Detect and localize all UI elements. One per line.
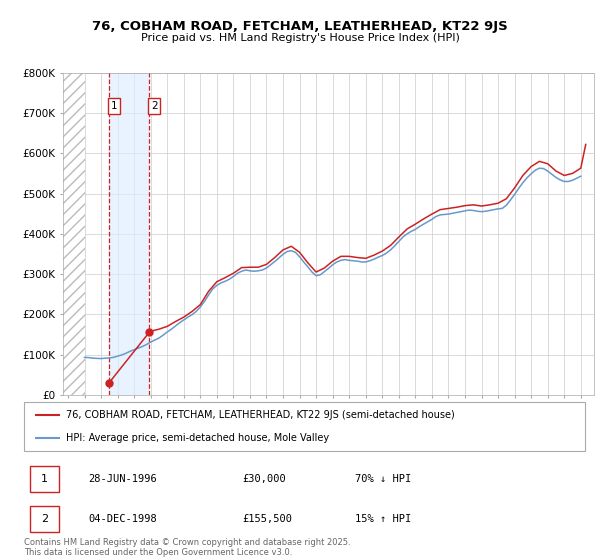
- Text: 76, COBHAM ROAD, FETCHAM, LEATHERHEAD, KT22 9JS: 76, COBHAM ROAD, FETCHAM, LEATHERHEAD, K…: [92, 20, 508, 34]
- Text: £30,000: £30,000: [243, 474, 287, 484]
- Text: 28-JUN-1996: 28-JUN-1996: [89, 474, 157, 484]
- Text: 04-DEC-1998: 04-DEC-1998: [89, 514, 157, 524]
- Text: Contains HM Land Registry data © Crown copyright and database right 2025.
This d: Contains HM Land Registry data © Crown c…: [24, 538, 350, 557]
- Text: HPI: Average price, semi-detached house, Mole Valley: HPI: Average price, semi-detached house,…: [66, 433, 329, 444]
- Text: 70% ↓ HPI: 70% ↓ HPI: [355, 474, 411, 484]
- Text: 1: 1: [41, 474, 47, 484]
- FancyBboxPatch shape: [24, 402, 585, 451]
- FancyBboxPatch shape: [29, 466, 59, 492]
- FancyBboxPatch shape: [29, 506, 59, 531]
- Text: 2: 2: [41, 514, 48, 524]
- Text: Price paid vs. HM Land Registry's House Price Index (HPI): Price paid vs. HM Land Registry's House …: [140, 33, 460, 43]
- Text: £155,500: £155,500: [243, 514, 293, 524]
- Text: 1: 1: [111, 101, 118, 111]
- Bar: [109, 73, 149, 395]
- Text: 2: 2: [151, 101, 158, 111]
- Text: 76, COBHAM ROAD, FETCHAM, LEATHERHEAD, KT22 9JS (semi-detached house): 76, COBHAM ROAD, FETCHAM, LEATHERHEAD, K…: [66, 410, 455, 420]
- Text: 15% ↑ HPI: 15% ↑ HPI: [355, 514, 411, 524]
